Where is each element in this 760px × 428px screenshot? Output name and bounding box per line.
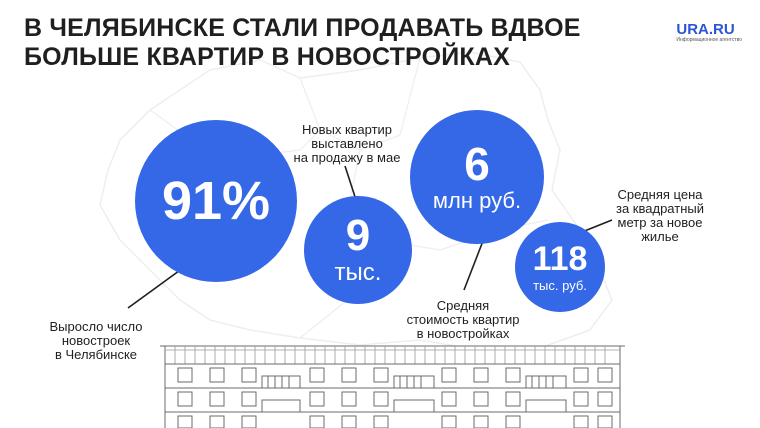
stat-caption-new-buildings: Выросло число новостроек в Челябинске (36, 320, 156, 362)
stat-value: 91% (161, 171, 271, 231)
stat-caption-average-price: Средняя стоимость квартир в новостройках (396, 299, 530, 341)
stat-bubble-price-per-sqm: 118 тыс. руб. (515, 222, 605, 312)
caption-line: в новостройках (416, 326, 510, 341)
stat-value: 6 (464, 138, 490, 190)
page-title: В ЧЕЛЯБИНСКЕ СТАЛИ ПРОДАВАТЬ ВДВОЕ БОЛЬШ… (24, 14, 581, 72)
stat-caption-price-per-sqm: Средняя цена за квадратный метр за новое… (600, 188, 720, 244)
caption-line: на продажу в мае (293, 150, 401, 165)
caption-line: стоимость квартир (406, 312, 520, 327)
callout-line-1 (127, 267, 184, 309)
stat-value: 118 (532, 239, 588, 278)
logo-name: URA.RU (676, 21, 735, 38)
title-line-2: БОЛЬШЕ КВАРТИР В НОВОСТРОЙКАХ (24, 43, 511, 71)
logo-tagline: Информационное агентство (676, 37, 742, 43)
caption-line: Средняя (436, 298, 490, 313)
caption-line: Выросло число (49, 319, 143, 334)
caption-line: Новых квартир (301, 122, 393, 137)
caption-line: выставлено (311, 136, 383, 151)
stat-caption-apartments-listed: Новых квартир выставлено на продажу в ма… (280, 123, 414, 165)
title-line-1: В ЧЕЛЯБИНСКЕ СТАЛИ ПРОДАВАТЬ ВДВОЕ (24, 14, 581, 42)
stat-value: 9 (345, 211, 371, 260)
caption-line: новостроек (61, 333, 131, 348)
caption-line: за квадратный (616, 201, 704, 216)
ura-logo[interactable]: URA.RU Информационное агентство (676, 22, 742, 44)
stat-bubble-new-buildings: 91% (135, 120, 297, 282)
stat-unit: тыс. (334, 259, 382, 286)
stat-bubble-apartments-listed: 9 тыс. (304, 196, 412, 304)
caption-line: жилье (641, 229, 679, 244)
caption-line: метр за новое (617, 215, 703, 230)
stat-unit: тыс. руб. (533, 277, 587, 293)
caption-line: Средняя цена (617, 187, 703, 202)
stat-bubble-average-price: 6 млн руб. (410, 110, 544, 244)
stat-unit: млн руб. (432, 188, 522, 213)
caption-line: в Челябинске (54, 347, 138, 362)
